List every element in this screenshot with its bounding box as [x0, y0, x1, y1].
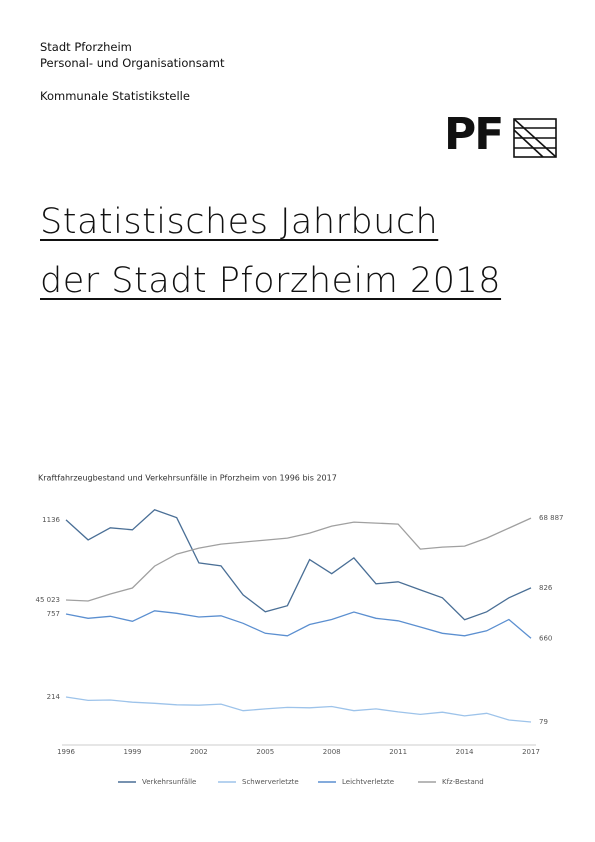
x-tick-label: 2008 — [323, 748, 341, 756]
header-line: Stadt Pforzheim — [40, 40, 132, 54]
series-line — [65, 517, 532, 602]
logo-icon — [513, 118, 557, 158]
logo-text: PF — [444, 109, 504, 160]
department: Kommunale Statistikstelle — [40, 89, 190, 103]
legend-label: Verkehrsunfälle — [142, 778, 196, 786]
value-label: 660 — [539, 634, 552, 642]
legend-label: Kfz-Bestand — [442, 778, 484, 786]
header-line: Personal- und Organisationsamt — [40, 56, 225, 70]
legend-label: Schwerverletzte — [242, 778, 299, 786]
x-tick-label: 1996 — [57, 748, 75, 756]
value-label: 757 — [47, 610, 60, 618]
value-label: 1136 — [42, 516, 60, 524]
title-line: Statistisches Jahrbuch — [40, 202, 439, 242]
chart: Kraftfahrzeugbestand und Verkehrsunfälle… — [36, 474, 564, 787]
value-label: 45 023 — [36, 596, 61, 604]
series-line — [65, 696, 532, 723]
x-tick-label: 2011 — [389, 748, 407, 756]
x-tick-label: 2002 — [190, 748, 208, 756]
series-line — [65, 610, 532, 639]
x-tick-label: 2005 — [256, 748, 274, 756]
x-tick-label: 2014 — [456, 748, 474, 756]
value-label: 826 — [539, 584, 553, 592]
value-label: 68 887 — [539, 514, 564, 522]
chart-title: Kraftfahrzeugbestand und Verkehrsunfälle… — [38, 474, 337, 483]
series-line — [65, 509, 532, 621]
value-label: 214 — [47, 693, 61, 701]
title-line: der Stadt Pforzheim 2018 — [40, 261, 502, 301]
x-tick-label: 1999 — [124, 748, 142, 756]
value-label: 79 — [539, 718, 548, 726]
legend-label: Leichtverletzte — [342, 778, 394, 786]
x-tick-label: 2017 — [522, 748, 540, 756]
